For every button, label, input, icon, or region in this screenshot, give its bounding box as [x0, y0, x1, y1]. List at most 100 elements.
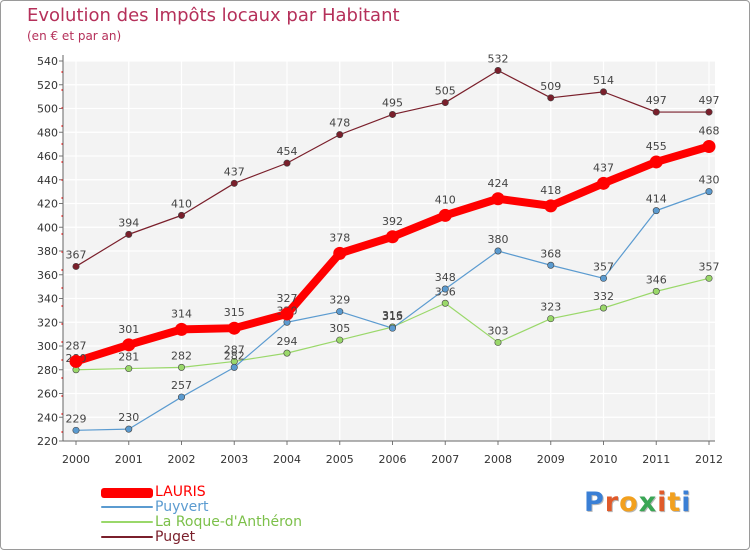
point-puget-2001: [125, 230, 133, 238]
legend-swatch-lauris: [101, 488, 153, 498]
logo-letter: i: [657, 487, 668, 518]
x-tick-label-2004: 2004: [273, 453, 301, 466]
data-label-lauris-2011: 455: [646, 140, 667, 153]
data-label-puyvert-2002: 257: [171, 379, 192, 392]
point-lauris-2012: [702, 140, 716, 153]
point-lauris-2011: [649, 155, 663, 169]
x-tick-label-2008: 2008: [484, 453, 512, 466]
x-tick-label-2009: 2009: [537, 453, 565, 466]
point-lauris-2000: [69, 354, 83, 368]
data-label-la-roque-d-anth-ron-2001: 281: [118, 351, 139, 364]
point-puyvert-2005: [336, 308, 344, 316]
data-label-puyvert-2003: 282: [224, 349, 245, 362]
y-tick-label-400: 400: [37, 221, 58, 234]
y-tick-label-320: 320: [37, 316, 58, 329]
y-tick-label-360: 360: [37, 269, 58, 282]
logo-letter: i: [681, 487, 692, 518]
point-puyvert-2003: [230, 363, 238, 371]
point-puget-2002: [178, 211, 186, 219]
data-label-puyvert-2006: 315: [382, 310, 403, 323]
data-label-puget-2008: 532: [488, 53, 509, 66]
data-label-puget-2001: 394: [118, 216, 139, 229]
point-puget-2007: [441, 99, 449, 107]
data-label-puget-2006: 495: [382, 96, 403, 109]
data-label-lauris-2012: 468: [699, 125, 720, 138]
data-label-lauris-2009: 418: [540, 184, 561, 197]
x-tick-label-2005: 2005: [326, 453, 354, 466]
legend-label-puyvert: Puyvert: [155, 499, 209, 515]
point-puget-2008: [494, 67, 502, 75]
point-puyvert-2007: [441, 285, 449, 293]
data-label-puyvert-2005: 329: [329, 294, 350, 307]
point-la-roque-d-anth-ron-2007: [441, 299, 449, 307]
data-label-lauris-2007: 410: [435, 193, 456, 206]
point-lauris-2002: [175, 322, 188, 336]
chart-subtitle: (en € et par an): [27, 29, 122, 43]
data-label-lauris-2000: 287: [66, 339, 87, 352]
x-tick-label-2012: 2012: [695, 453, 723, 466]
legend-label-la-roque: La Roque-d'Anthéron: [155, 514, 302, 530]
data-label-puyvert-2001: 230: [118, 411, 139, 424]
y-tick-label-260: 260: [37, 388, 58, 401]
data-label-lauris-2003: 315: [224, 306, 245, 319]
point-puyvert-2009: [547, 261, 555, 269]
data-label-puget-2009: 509: [540, 80, 561, 93]
data-label-la-roque-d-anth-ron-2008: 303: [488, 324, 509, 337]
point-lauris-2005: [333, 246, 347, 260]
y-tick-label-500: 500: [37, 103, 58, 116]
point-puyvert-2000: [72, 426, 80, 434]
data-label-puyvert-2000: 229: [66, 412, 87, 425]
data-label-la-roque-d-anth-ron-2006: 316: [382, 309, 403, 322]
data-label-la-roque-d-anth-ron-2009: 323: [540, 301, 561, 314]
point-lauris-2001: [122, 338, 136, 352]
y-tick-label-220: 220: [37, 435, 58, 448]
point-lauris-2007: [438, 208, 452, 222]
y-tick-label-380: 380: [37, 245, 58, 258]
logo-letter: o: [619, 487, 639, 518]
data-label-la-roque-d-anth-ron-2002: 282: [171, 349, 192, 362]
point-puget-2005: [336, 131, 344, 139]
y-tick-label-440: 440: [37, 174, 58, 187]
point-la-roque-d-anth-ron-2005: [336, 336, 344, 344]
point-puget-2009: [547, 94, 555, 102]
point-lauris-2008: [491, 192, 505, 206]
logo-letter: t: [667, 487, 682, 518]
logo-letter: r: [604, 487, 620, 518]
data-label-la-roque-d-anth-ron-2003: 287: [224, 343, 245, 356]
point-puyvert-2010: [599, 274, 607, 282]
data-label-lauris-2004: 327: [277, 292, 298, 305]
data-label-la-roque-d-anth-ron-2012: 357: [699, 260, 720, 273]
point-puget-2010: [599, 88, 607, 96]
data-label-puyvert-2009: 368: [540, 247, 561, 260]
point-puget-2004: [283, 159, 291, 167]
x-tick-label-2010: 2010: [590, 453, 618, 466]
y-tick-label-280: 280: [37, 364, 58, 377]
point-lauris-2009: [544, 199, 558, 213]
x-tick-label-2011: 2011: [642, 453, 670, 466]
point-puget-2012: [705, 108, 713, 116]
point-puyvert-2006: [388, 324, 396, 332]
y-tick-label-540: 540: [37, 55, 58, 68]
data-label-lauris-2008: 424: [488, 177, 509, 190]
data-label-puget-2002: 410: [171, 197, 192, 210]
point-puget-2003: [230, 179, 238, 187]
x-tick-label-2002: 2002: [168, 453, 196, 466]
data-label-puget-2007: 505: [435, 85, 456, 98]
point-la-roque-d-anth-ron-2001: [125, 365, 133, 373]
y-tick-label-300: 300: [37, 340, 58, 353]
data-label-lauris-2006: 392: [382, 215, 403, 228]
data-label-puyvert-2008: 380: [488, 233, 509, 246]
data-label-puget-2004: 454: [277, 145, 298, 158]
y-tick-label-420: 420: [37, 198, 58, 211]
data-label-puget-2000: 367: [66, 248, 87, 261]
legend-swatch-la-roque: [101, 521, 153, 523]
x-tick-label-2001: 2001: [115, 453, 143, 466]
point-lauris-2003: [227, 321, 241, 335]
point-la-roque-d-anth-ron-2002: [178, 363, 186, 371]
point-puyvert-2002: [178, 393, 186, 401]
legend-swatch-puyvert: [101, 506, 153, 508]
point-la-roque-d-anth-ron-2011: [652, 287, 660, 295]
point-la-roque-d-anth-ron-2012: [705, 274, 713, 282]
x-tick-label-2003: 2003: [220, 453, 248, 466]
